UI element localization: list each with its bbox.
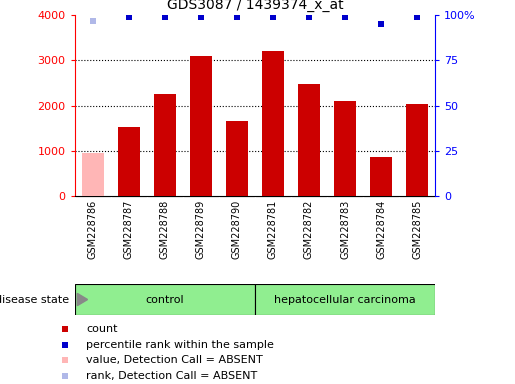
Text: count: count — [86, 324, 117, 334]
Bar — [370, 157, 392, 196]
Bar — [262, 51, 284, 196]
Point — [401, 126, 409, 132]
Bar — [255, 284, 435, 315]
Text: disease state: disease state — [0, 295, 70, 305]
Text: GSM228790: GSM228790 — [232, 199, 242, 258]
Text: control: control — [146, 295, 184, 305]
Text: GSM228787: GSM228787 — [124, 199, 134, 259]
Text: GSM228786: GSM228786 — [88, 199, 98, 258]
Text: GSM228785: GSM228785 — [412, 199, 422, 259]
Text: value, Detection Call = ABSENT: value, Detection Call = ABSENT — [86, 355, 263, 365]
Point — [269, 14, 277, 20]
Point — [305, 14, 313, 20]
Text: hepatocellular carcinoma: hepatocellular carcinoma — [274, 295, 416, 305]
Point — [341, 14, 349, 20]
Point — [125, 14, 133, 20]
Point — [89, 18, 97, 24]
Bar — [406, 104, 428, 196]
Point — [401, 271, 409, 277]
Point — [197, 14, 205, 20]
Point — [233, 14, 241, 20]
Point — [413, 14, 421, 20]
Text: rank, Detection Call = ABSENT: rank, Detection Call = ABSENT — [86, 371, 258, 381]
Text: GSM228788: GSM228788 — [160, 199, 170, 258]
Bar — [82, 153, 104, 196]
Text: GSM228784: GSM228784 — [376, 199, 386, 258]
Text: GSM228782: GSM228782 — [304, 199, 314, 259]
Point — [161, 14, 169, 20]
Bar — [154, 94, 176, 196]
Bar — [190, 56, 212, 196]
Bar — [334, 101, 356, 196]
Bar — [226, 121, 248, 196]
Title: GDS3087 / 1439374_x_at: GDS3087 / 1439374_x_at — [167, 0, 343, 12]
Bar — [298, 84, 320, 196]
Text: GSM228783: GSM228783 — [340, 199, 350, 258]
Text: GSM228781: GSM228781 — [268, 199, 278, 258]
Text: percentile rank within the sample: percentile rank within the sample — [86, 339, 274, 349]
Point — [377, 22, 385, 28]
Text: GSM228789: GSM228789 — [196, 199, 206, 258]
Bar — [75, 284, 255, 315]
Bar — [118, 127, 140, 196]
